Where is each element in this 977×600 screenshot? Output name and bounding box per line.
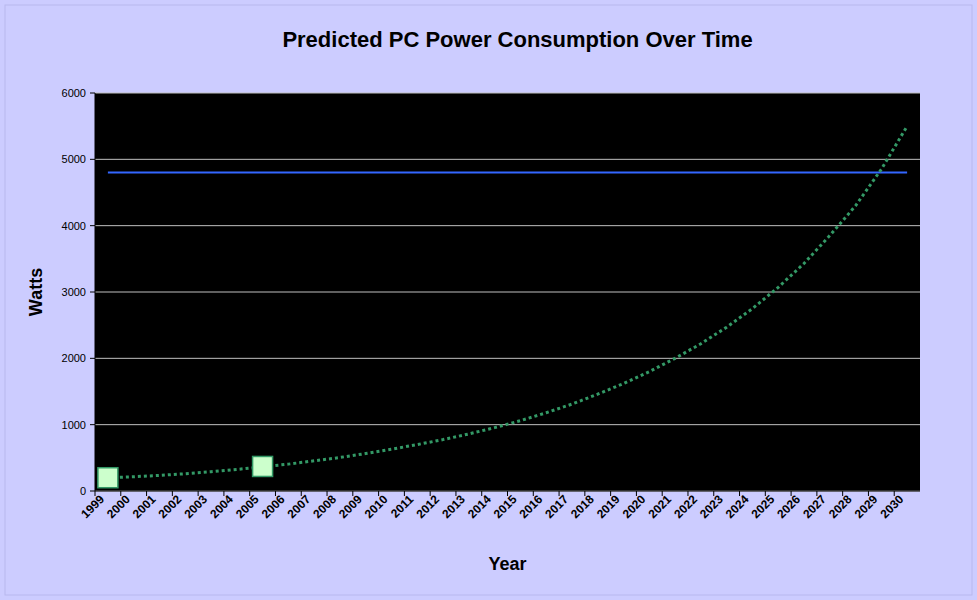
page: {"chart_data": {"type": "line", "title":… (0, 0, 977, 600)
category-label: 2010 (362, 492, 391, 521)
category-label: 2003 (181, 492, 210, 521)
category-label: 2018 (568, 492, 597, 521)
series-line (108, 172, 907, 174)
category-label: 2026 (774, 492, 803, 521)
tick-mark (90, 424, 95, 425)
tick-mark (90, 159, 95, 160)
tick-mark (90, 491, 95, 492)
category-label: 1999 (78, 492, 107, 521)
category-label: 2005 (233, 492, 262, 521)
category-label: 2029 (852, 492, 881, 521)
tick-mark (90, 358, 95, 359)
tick-label: 4000 (62, 220, 86, 232)
background (0, 0, 977, 600)
tick-mark (90, 292, 95, 293)
category-label: 2022 (671, 492, 700, 521)
grid-line (95, 93, 920, 94)
category-label: 2007 (284, 492, 313, 521)
tick-label: 1000 (62, 419, 86, 431)
category-label: 2001 (130, 492, 159, 521)
title: Predicted PC Power Consumption Over Time (282, 27, 752, 52)
category-label: 2025 (749, 492, 778, 521)
tick-mark (90, 225, 95, 226)
category-label: 2012 (413, 492, 442, 521)
category-label: 2002 (156, 492, 185, 521)
category-label: 2028 (826, 492, 855, 521)
category-label: 2004 (207, 492, 236, 521)
series-line (108, 126, 907, 478)
category-label: 2016 (517, 492, 546, 521)
category-label: 2011 (388, 492, 417, 521)
category-label: 2009 (336, 492, 365, 521)
y-axis (95, 93, 96, 491)
x-axis-title: Year (488, 554, 526, 574)
y-axis-title: Watts (26, 268, 46, 316)
category-label: 2020 (620, 492, 649, 521)
tick-label: 3000 (62, 286, 86, 298)
tick-label: 2000 (62, 352, 86, 364)
category-label: 2030 (877, 492, 906, 521)
grid-line (95, 159, 920, 160)
tick-label: 0 (80, 485, 86, 497)
category-label: 2014 (465, 492, 494, 521)
category-label: 2006 (259, 492, 288, 521)
category-label: 2023 (697, 492, 726, 521)
grid-line (95, 225, 920, 226)
frame (5, 5, 972, 595)
category-label: 2015 (491, 492, 520, 521)
category-label: 2021 (645, 492, 674, 521)
category-label: 2017 (542, 492, 571, 521)
grid-line (95, 358, 920, 359)
chart: Predicted PC Power Consumption Over Time… (0, 0, 977, 600)
marker (253, 456, 273, 476)
category-label: 2024 (723, 492, 752, 521)
marker (98, 468, 118, 488)
tick-label: 5000 (62, 153, 86, 165)
category-label: 2008 (310, 492, 339, 521)
grid-line (95, 292, 920, 293)
tick-mark (90, 93, 95, 94)
tick-label: 6000 (62, 87, 86, 99)
category-label: 2019 (594, 492, 623, 521)
category-label: 2013 (439, 492, 468, 521)
data-group (98, 126, 907, 488)
category-label: 2027 (800, 492, 829, 521)
plot-area (95, 93, 920, 491)
category-label: 2000 (104, 492, 133, 521)
